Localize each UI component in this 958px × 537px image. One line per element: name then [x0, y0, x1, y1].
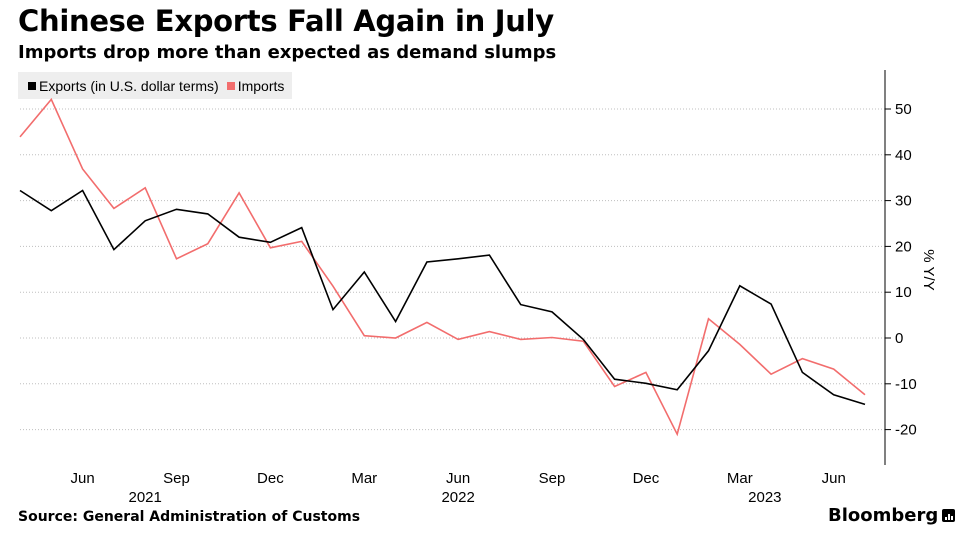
x-tick-label: Jun — [70, 470, 94, 487]
imports-point[interactable] — [424, 320, 429, 325]
exports-point[interactable] — [675, 387, 680, 392]
exports-point[interactable] — [456, 256, 461, 261]
exports-point[interactable] — [362, 270, 367, 275]
y-tick-label: -10 — [895, 376, 917, 393]
exports-point[interactable] — [831, 392, 836, 397]
legend-imports-label: Imports — [237, 77, 285, 94]
imports-point[interactable] — [362, 333, 367, 338]
x-tick-label: Sep — [539, 470, 566, 487]
x-year-label: 2022 — [441, 489, 474, 506]
tick-labels: -20 -10 0 10 20 30 40 50 % Y/Y Jun Sep Dec Mar Jun Sep… — [70, 101, 937, 506]
imports-point[interactable] — [299, 239, 304, 244]
exports-point[interactable] — [393, 319, 398, 324]
exports-point[interactable] — [863, 402, 868, 407]
imports-point[interactable] — [675, 432, 680, 437]
exports-point[interactable] — [550, 309, 555, 314]
exports-point[interactable] — [330, 307, 335, 312]
bloomberg-chart-icon — [942, 509, 956, 522]
exports-point[interactable] — [487, 253, 492, 258]
exports-point[interactable] — [18, 188, 23, 193]
imports-point[interactable] — [237, 190, 242, 195]
x-tick-label: Dec — [257, 470, 284, 487]
imports-point[interactable] — [18, 134, 23, 139]
exports-point[interactable] — [299, 225, 304, 230]
legend-exports-label: Exports (in U.S. dollar terms) — [39, 77, 219, 94]
imports-point[interactable] — [174, 256, 179, 261]
imports-point[interactable] — [518, 337, 523, 342]
imports-point[interactable] — [800, 356, 805, 361]
imports-point[interactable] — [268, 245, 273, 250]
legend: Exports (in U.S. dollar terms) Imports — [18, 72, 293, 99]
chart-subtitle: Imports drop more than expected as deman… — [18, 42, 557, 63]
imports-point[interactable] — [111, 206, 116, 211]
imports-point[interactable] — [80, 166, 85, 171]
legend-item-imports[interactable]: Imports — [226, 77, 285, 94]
imports-swatch-icon — [226, 81, 235, 90]
imports-point[interactable] — [330, 284, 335, 289]
x-tick-label: Jun — [822, 470, 846, 487]
exports-point[interactable] — [612, 377, 617, 382]
imports-point[interactable] — [863, 392, 868, 397]
exports-point[interactable] — [111, 247, 116, 252]
imports-point[interactable] — [456, 337, 461, 342]
bloomberg-logo: Bloomberg — [828, 505, 956, 526]
exports-point[interactable] — [80, 188, 85, 193]
legend-item-exports[interactable]: Exports (in U.S. dollar terms) — [28, 78, 219, 94]
imports-point[interactable] — [143, 185, 148, 190]
y-axis-label: % Y/Y — [920, 249, 937, 290]
exports-point[interactable] — [800, 370, 805, 375]
y-tick-label: 50 — [895, 101, 912, 118]
exports-point[interactable] — [205, 211, 210, 216]
imports-point[interactable] — [49, 97, 54, 102]
imports-line — [19, 97, 866, 437]
exports-line — [19, 189, 866, 406]
imports-point[interactable] — [487, 329, 492, 334]
y-tick-label: 40 — [895, 147, 912, 164]
chart-title: Chinese Exports Fall Again in July — [18, 4, 554, 38]
x-tick-label: Mar — [351, 470, 377, 487]
exports-swatch-icon — [28, 81, 36, 90]
exports-point[interactable] — [49, 208, 54, 213]
imports-point[interactable] — [831, 367, 836, 372]
y-tick-label: -20 — [895, 422, 917, 439]
x-year-label: 2021 — [128, 489, 161, 506]
series-lines — [18, 97, 868, 437]
exports-point[interactable] — [518, 302, 523, 307]
x-year-label: 2023 — [748, 489, 781, 506]
exports-point[interactable] — [268, 240, 273, 245]
exports-point[interactable] — [237, 235, 242, 240]
imports-point[interactable] — [612, 384, 617, 389]
x-tick-label: Sep — [163, 470, 190, 487]
source-note: Source: General Administration of Custom… — [18, 509, 361, 525]
x-tick-label: Jun — [446, 470, 470, 487]
imports-point[interactable] — [737, 342, 742, 347]
imports-point[interactable] — [643, 370, 648, 375]
exports-point[interactable] — [424, 259, 429, 264]
exports-point[interactable] — [769, 302, 774, 307]
brand-label: Bloomberg — [828, 505, 939, 526]
exports-point[interactable] — [706, 348, 711, 353]
exports-point[interactable] — [643, 381, 648, 386]
x-tick-label: Mar — [727, 470, 753, 487]
gridlines — [20, 108, 885, 431]
exports-point[interactable] — [581, 337, 586, 342]
y-tick-label: 10 — [895, 284, 912, 301]
imports-point[interactable] — [205, 241, 210, 246]
imports-point[interactable] — [706, 316, 711, 321]
axes — [884, 70, 891, 465]
exports-point[interactable] — [174, 207, 179, 212]
exports-point[interactable] — [143, 218, 148, 223]
x-tick-label: Dec — [633, 470, 660, 487]
y-tick-label: 20 — [895, 238, 912, 255]
y-tick-label: 0 — [895, 330, 903, 347]
y-tick-label: 30 — [895, 193, 912, 210]
exports-point[interactable] — [737, 283, 742, 288]
imports-point[interactable] — [769, 372, 774, 377]
imports-point[interactable] — [393, 336, 398, 341]
imports-point[interactable] — [550, 335, 555, 340]
